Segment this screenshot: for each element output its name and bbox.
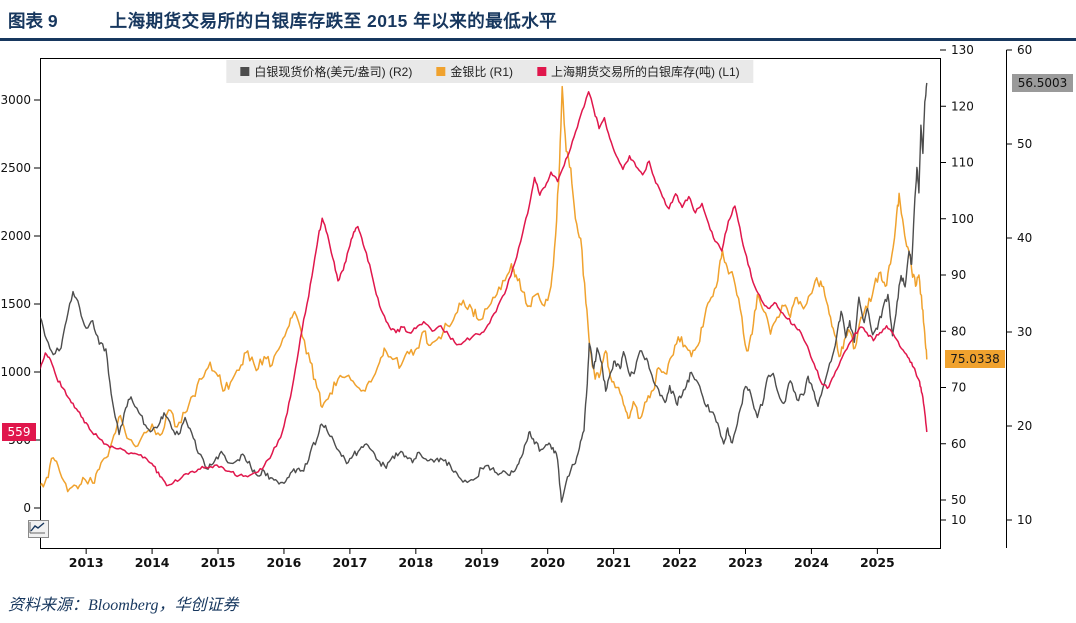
figure-label: 图表 9 xyxy=(8,11,58,31)
inventory-last-value-badge: 559 xyxy=(2,422,36,441)
svg-text:10: 10 xyxy=(1017,513,1032,527)
svg-text:2000: 2000 xyxy=(0,229,31,243)
svg-text:40: 40 xyxy=(1017,231,1032,245)
legend-swatch-icon xyxy=(240,67,250,76)
legend-label: 白银现货价格(美元/盎司) (R2) xyxy=(254,65,413,79)
svg-text:2024: 2024 xyxy=(794,555,829,570)
legend-label: 金银比 (R1) xyxy=(450,65,513,79)
chart-panel: 0500100015002000250030001301201101009080… xyxy=(0,41,1076,578)
silver-price-last-value-badge: 56.5003 xyxy=(1012,73,1073,92)
svg-text:2022: 2022 xyxy=(662,555,697,570)
svg-text:2500: 2500 xyxy=(0,161,31,175)
legend-swatch-icon xyxy=(537,67,546,76)
svg-text:90: 90 xyxy=(951,268,966,282)
svg-text:2018: 2018 xyxy=(398,555,433,570)
svg-text:2021: 2021 xyxy=(596,555,631,570)
header-rule xyxy=(0,38,1076,41)
legend-item: 金银比 (R1) xyxy=(436,63,513,80)
svg-text:130: 130 xyxy=(951,43,974,57)
svg-text:2017: 2017 xyxy=(332,555,367,570)
chart-canvas: 0500100015002000250030001301201101009080… xyxy=(0,43,1032,570)
svg-text:30: 30 xyxy=(1017,325,1032,339)
svg-text:2013: 2013 xyxy=(69,555,104,570)
legend-swatch-icon xyxy=(436,67,446,76)
gold-silver-ratio-last-value-badge: 75.0338 xyxy=(945,350,1005,369)
svg-text:10: 10 xyxy=(951,513,966,527)
svg-text:2019: 2019 xyxy=(464,555,499,570)
figure-header: 图表 9 上海期货交易所的白银库存跌至 2015 年以来的最低水平 xyxy=(0,0,1076,38)
chart-legend: 白银现货价格(美元/盎司) (R2) 金银比 (R1) 上海期货交易所的白银库存(吨… xyxy=(226,60,754,83)
chart-tool-button[interactable] xyxy=(28,520,49,538)
svg-text:1500: 1500 xyxy=(0,297,31,311)
svg-text:50: 50 xyxy=(1017,137,1032,151)
legend-label: 上海期货交易所的白银库存(吨) (L1) xyxy=(551,65,740,79)
svg-text:2015: 2015 xyxy=(201,555,236,570)
svg-text:120: 120 xyxy=(951,99,974,113)
chart-tool-icon xyxy=(29,522,45,534)
svg-text:100: 100 xyxy=(951,212,974,226)
svg-text:2023: 2023 xyxy=(728,555,763,570)
legend-item: 白银现货价格(美元/盎司) (R2) xyxy=(240,63,412,80)
legend-item: 上海期货交易所的白银库存(吨) (L1) xyxy=(537,63,740,80)
svg-text:50: 50 xyxy=(951,493,966,507)
svg-text:70: 70 xyxy=(951,381,966,395)
svg-text:0: 0 xyxy=(23,501,31,515)
source-note: 资料来源：Bloomberg，华创证券 xyxy=(8,597,239,614)
svg-text:2020: 2020 xyxy=(530,555,565,570)
svg-text:20: 20 xyxy=(1017,419,1032,433)
svg-text:110: 110 xyxy=(951,156,974,170)
svg-text:60: 60 xyxy=(951,437,966,451)
svg-text:2014: 2014 xyxy=(135,555,170,570)
svg-text:2025: 2025 xyxy=(860,555,895,570)
svg-text:80: 80 xyxy=(951,324,966,338)
svg-text:3000: 3000 xyxy=(0,93,31,107)
svg-text:2016: 2016 xyxy=(267,555,302,570)
svg-text:1000: 1000 xyxy=(0,365,31,379)
svg-text:60: 60 xyxy=(1017,43,1032,57)
figure-title: 上海期货交易所的白银库存跌至 2015 年以来的最低水平 xyxy=(109,11,558,31)
